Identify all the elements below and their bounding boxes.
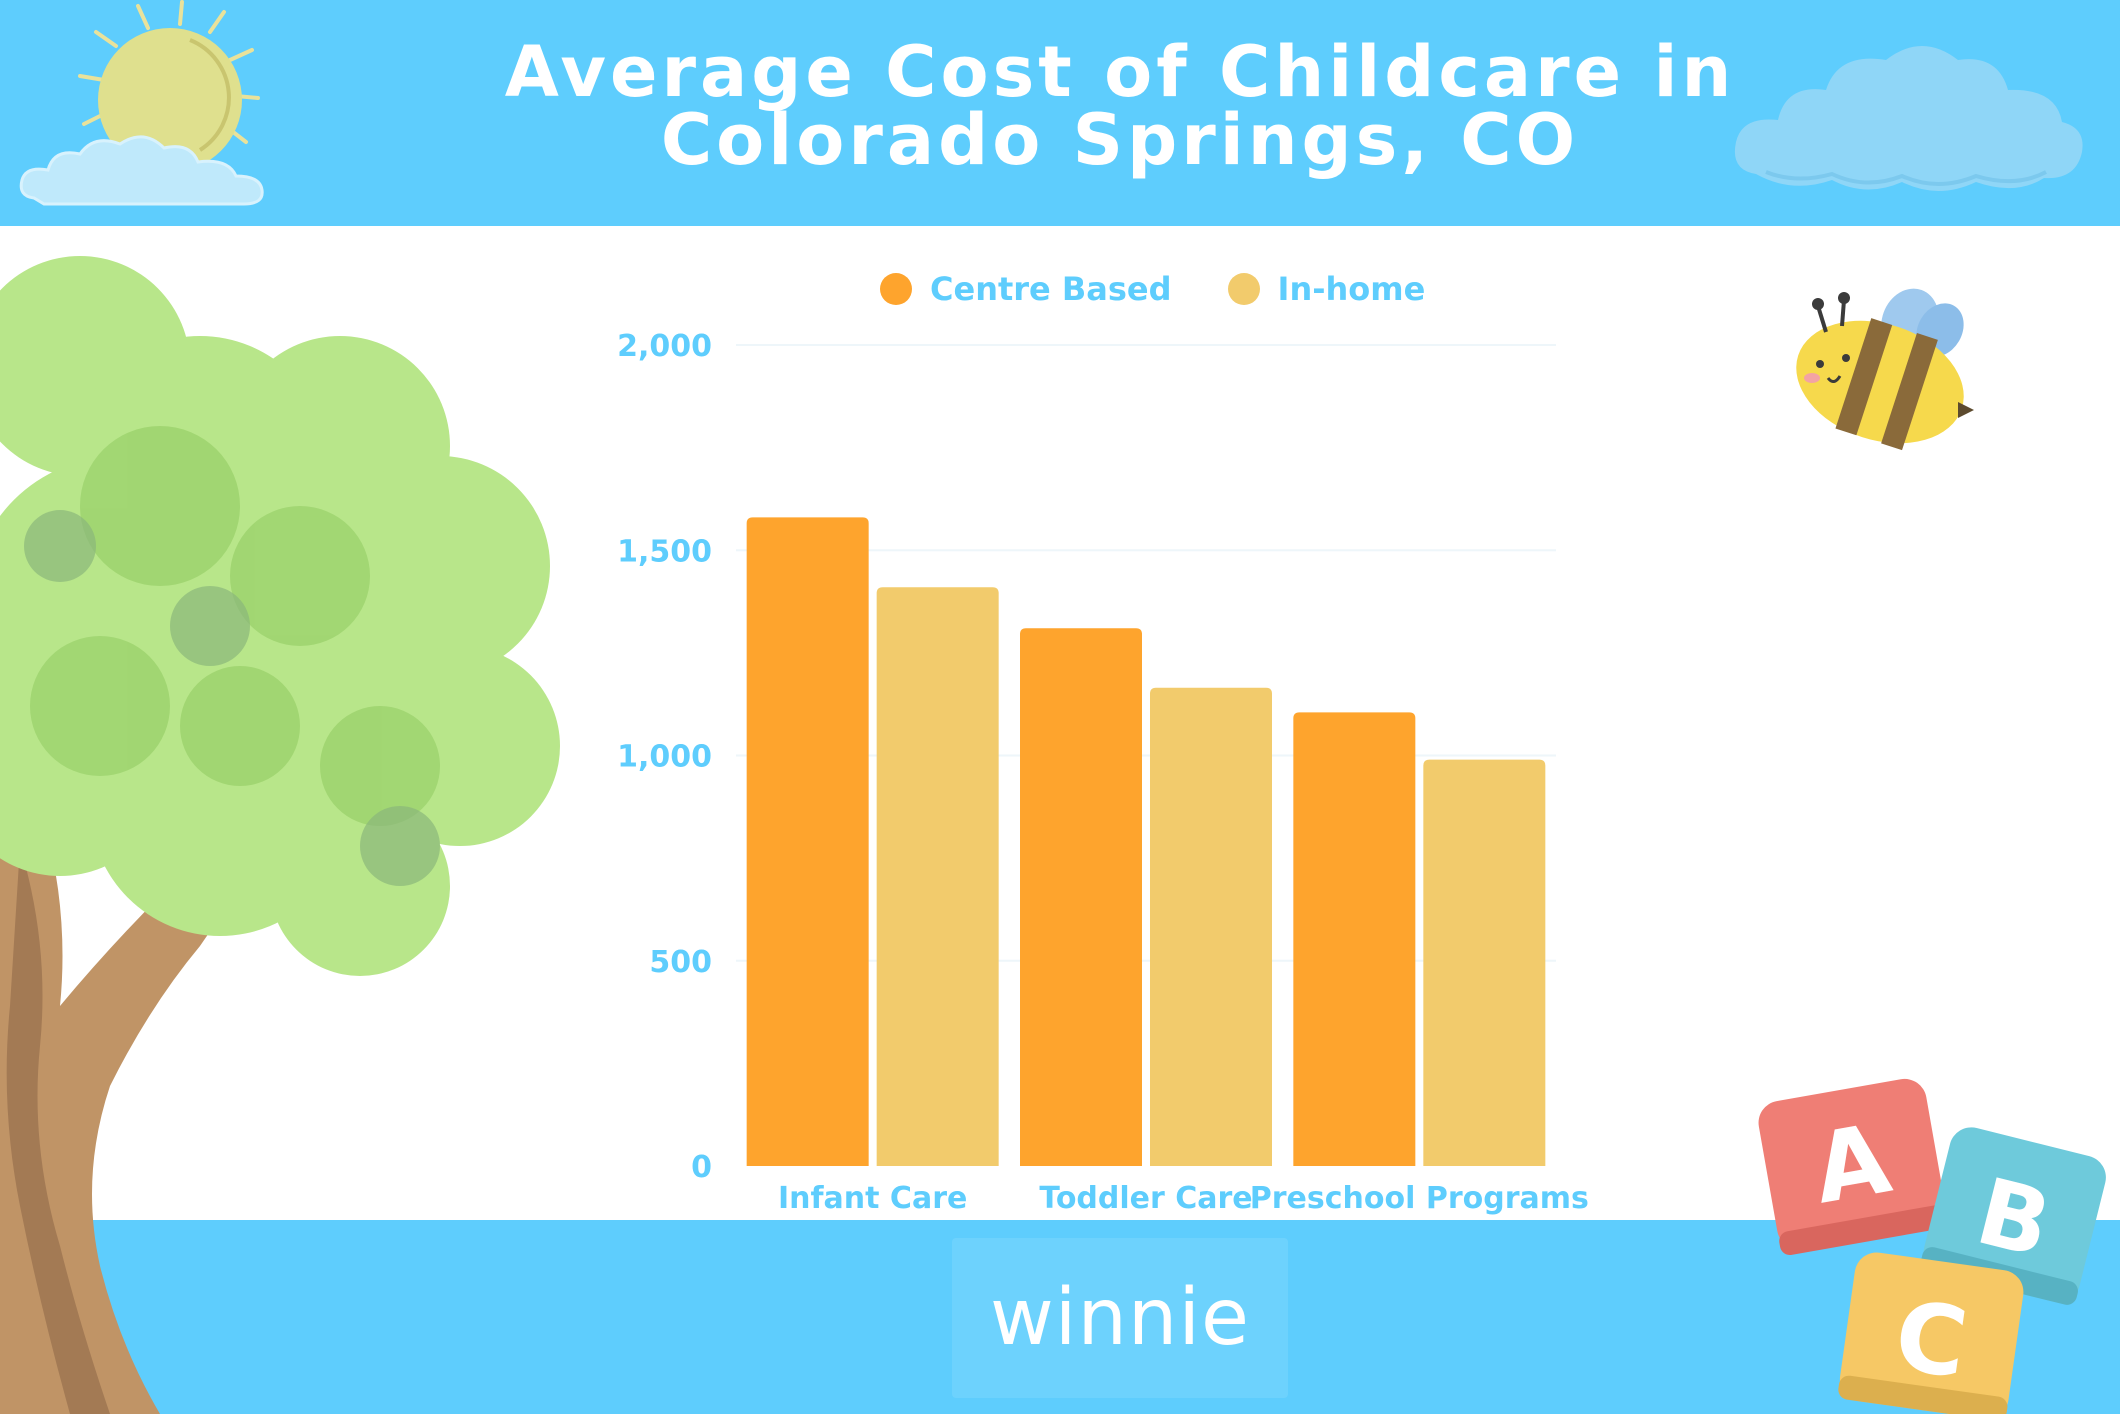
bee-icon — [1796, 288, 1974, 451]
brand-logo: winnie — [990, 1273, 1250, 1363]
x-tick-label: Infant Care — [778, 1181, 967, 1216]
title-line-1: Average Cost of Childcare in — [504, 31, 1736, 113]
sun-icon — [78, 0, 260, 172]
bar — [1293, 712, 1416, 1166]
cloud-icon — [19, 135, 264, 206]
bar — [876, 587, 999, 1166]
x-tick-label: Preschool Programs — [1250, 1181, 1589, 1216]
legend-item-in-home: In-home — [1227, 270, 1426, 308]
header-band — [0, 0, 2120, 226]
page-title: Average Cost of Childcare in Colorado Sp… — [380, 31, 1860, 181]
y-tick-label: 2,000 — [617, 329, 712, 364]
y-tick-label: 500 — [649, 945, 712, 980]
legend-swatch-in-home — [1227, 273, 1260, 305]
legend-swatch-centre-based — [880, 273, 912, 305]
brand-box: winnie — [952, 1238, 1288, 1398]
bar — [1020, 628, 1142, 1166]
chart-legend: Centre Based In-home — [880, 270, 1425, 308]
bar — [1150, 687, 1272, 1166]
legend-label-in-home: In-home — [1277, 270, 1426, 308]
y-tick-label: 1,500 — [617, 534, 712, 569]
svg-text:C: C — [1888, 1279, 1973, 1400]
legend-item-centre-based: Centre Based — [880, 270, 1172, 308]
cloud-icon — [1734, 46, 2083, 191]
bar — [1423, 759, 1546, 1166]
legend-label-centre-based: Centre Based — [930, 270, 1172, 308]
x-tick-label: Toddler Care — [1039, 1181, 1252, 1216]
tree-illustration — [0, 256, 560, 1414]
y-tick-label: 0 — [691, 1150, 712, 1185]
abc-blocks-icon: A B C — [1758, 1078, 2106, 1414]
y-tick-label: 1,000 — [617, 740, 712, 775]
bar — [746, 517, 869, 1166]
title-line-2: Colorado Springs, CO — [660, 99, 1580, 181]
